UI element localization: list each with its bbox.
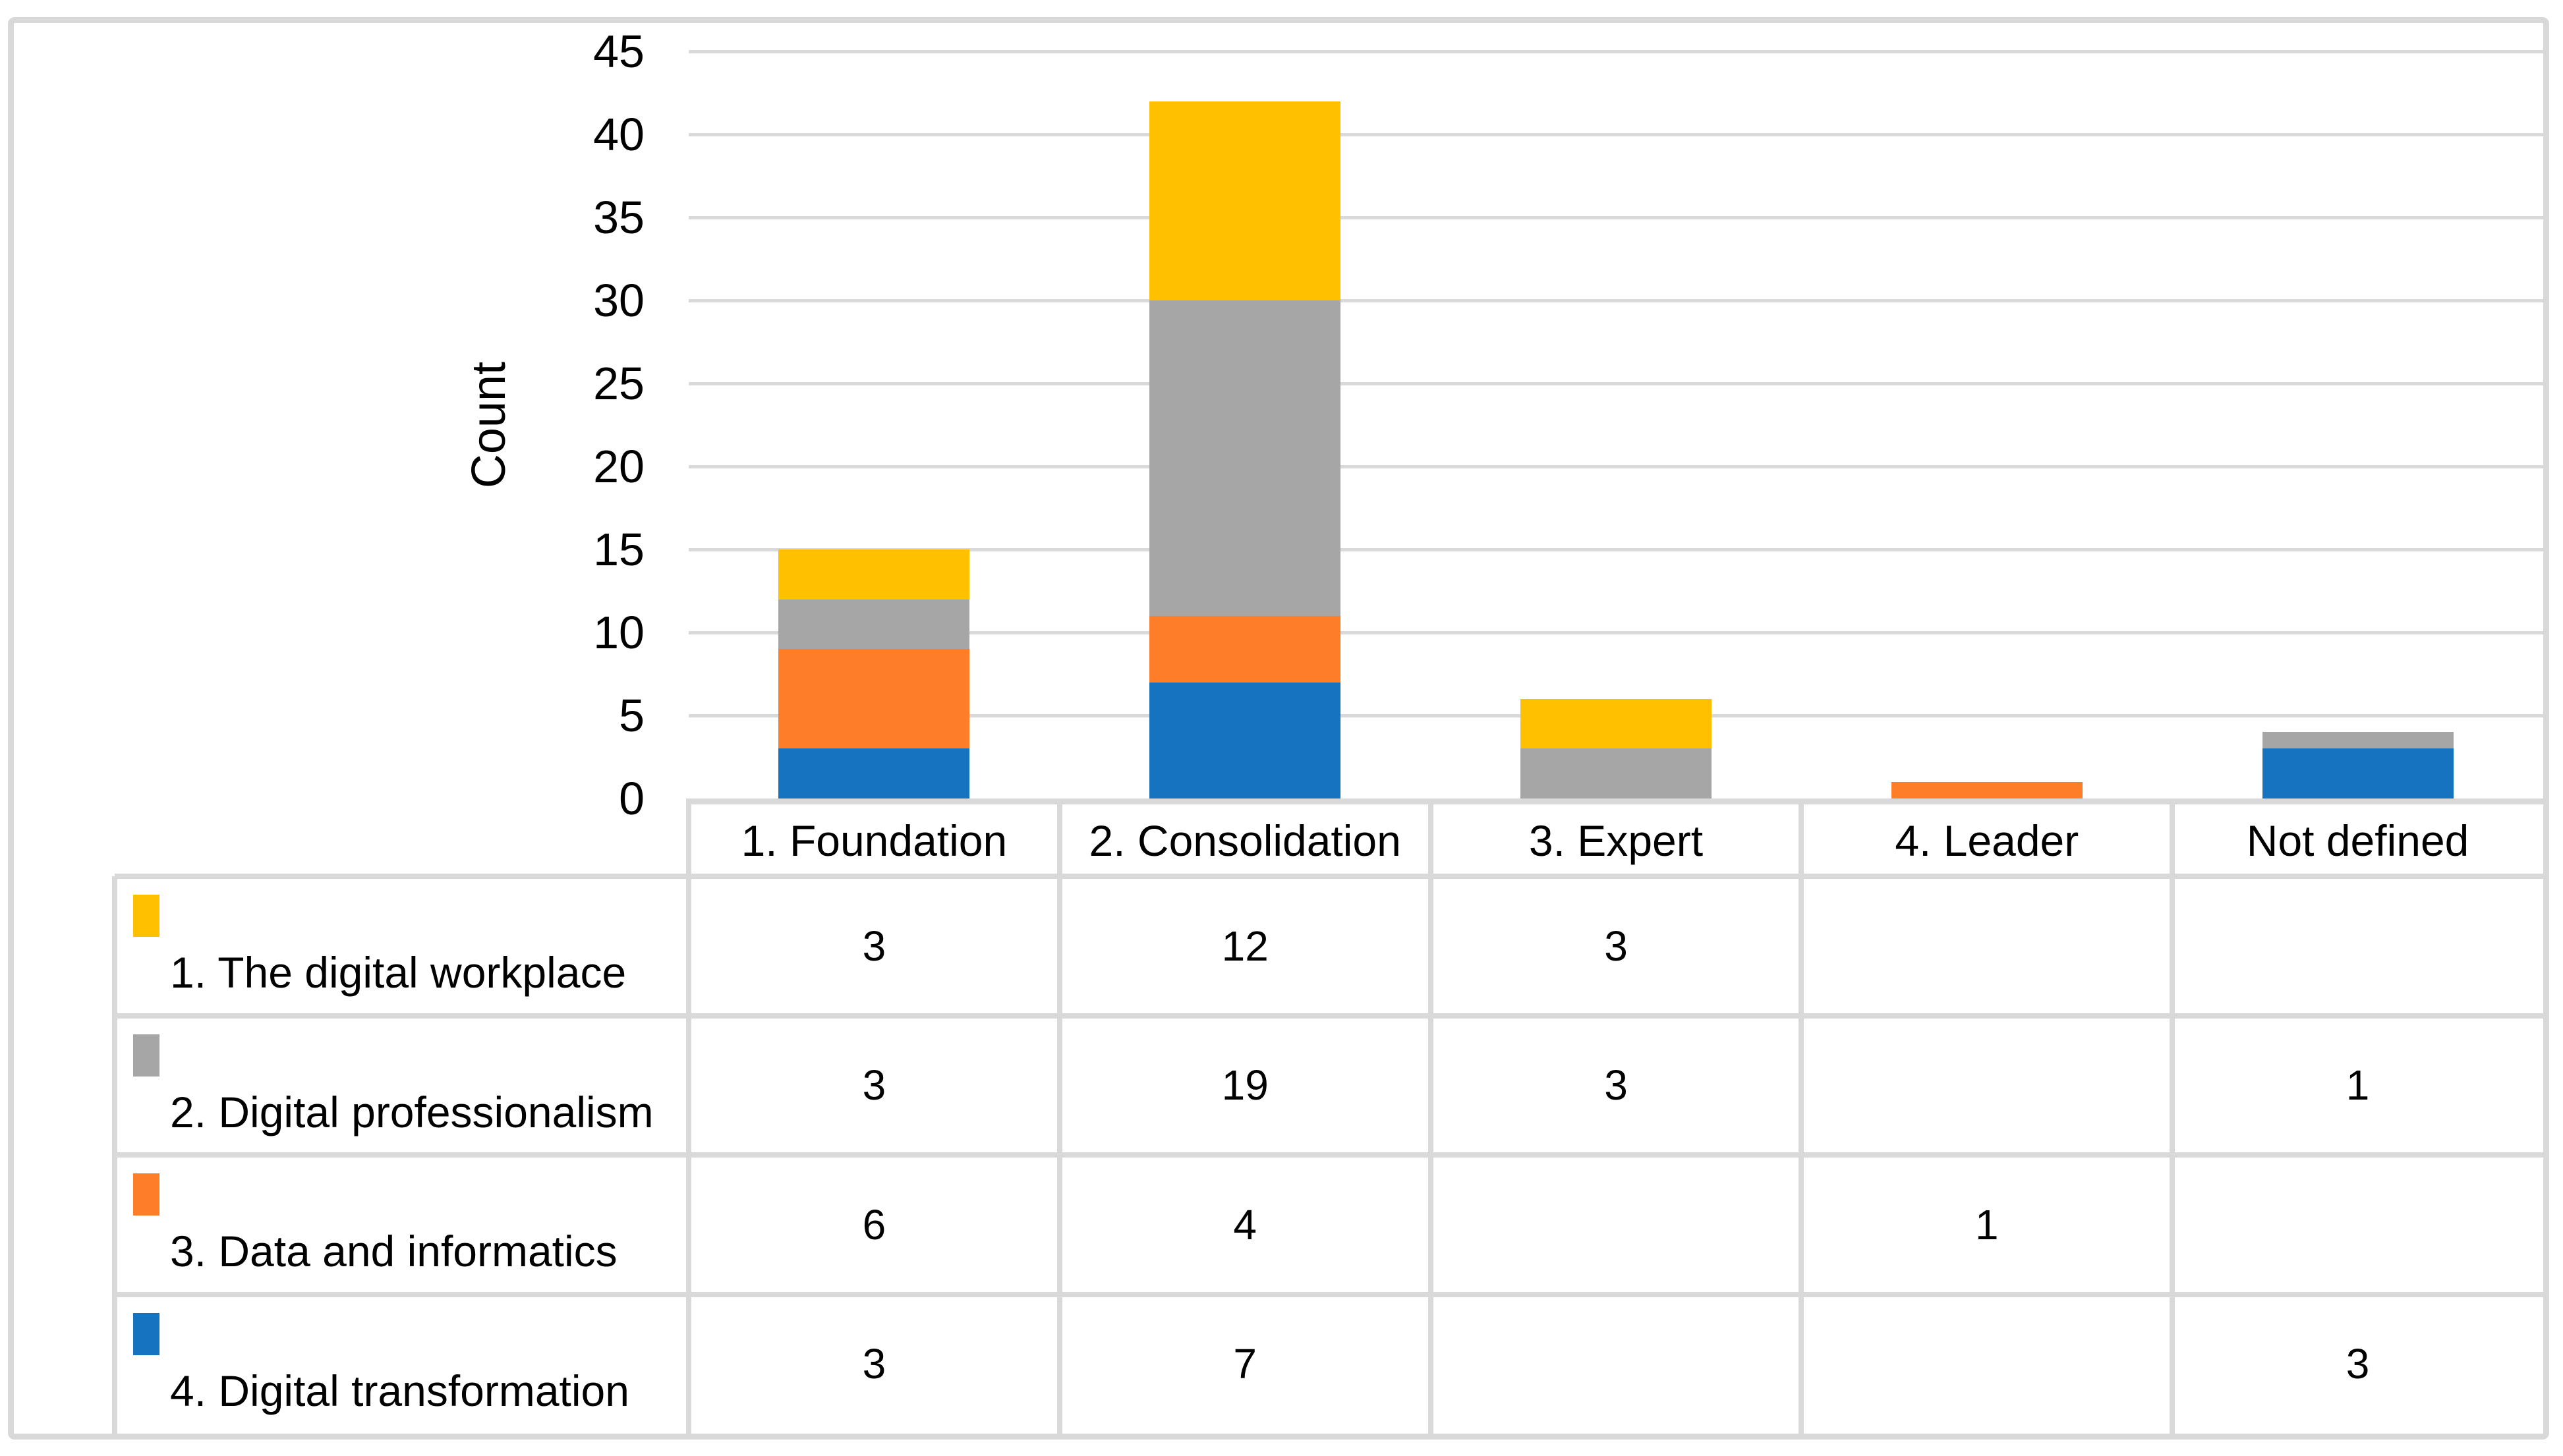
figure-border bbox=[8, 17, 2549, 1440]
table-left-border bbox=[112, 876, 117, 1434]
y-tick-label: 5 bbox=[619, 690, 645, 741]
value-cell: 3 bbox=[1604, 922, 1628, 970]
y-tick-label: 30 bbox=[593, 275, 645, 326]
table-column-border bbox=[686, 798, 691, 1434]
bar-segment bbox=[778, 748, 970, 798]
gridline bbox=[689, 631, 2543, 634]
gridline bbox=[689, 133, 2543, 136]
gridline bbox=[689, 299, 2543, 302]
y-tick-label: 35 bbox=[593, 192, 645, 243]
axis-baseline bbox=[689, 798, 2543, 804]
table-row-border bbox=[115, 1013, 2543, 1019]
bar-segment bbox=[1149, 682, 1341, 798]
legend-label: 3. Data and informatics bbox=[170, 1227, 618, 1275]
value-cell: 12 bbox=[1221, 922, 1269, 970]
value-cell: 4 bbox=[1233, 1200, 1257, 1248]
bar-segment bbox=[778, 599, 970, 650]
y-tick-label: 0 bbox=[619, 773, 645, 824]
value-cell: 6 bbox=[862, 1200, 886, 1248]
table-column-border bbox=[1427, 798, 1433, 1434]
value-cell: 19 bbox=[1221, 1061, 1269, 1109]
gridline bbox=[689, 465, 2543, 468]
bar-segment bbox=[1520, 748, 1712, 798]
y-tick-label: 25 bbox=[593, 358, 645, 409]
legend-label: 2. Digital professionalism bbox=[170, 1087, 654, 1136]
bar-segment bbox=[778, 549, 970, 600]
table-row-border bbox=[115, 1152, 2543, 1158]
gridline bbox=[689, 50, 2543, 53]
legend-swatch bbox=[133, 1034, 159, 1077]
bar-segment bbox=[1149, 615, 1341, 683]
gridline bbox=[689, 548, 2543, 551]
table-row-border bbox=[115, 874, 2543, 879]
y-tick-label: 45 bbox=[593, 26, 645, 77]
value-cell: 3 bbox=[862, 922, 886, 970]
value-cell: 3 bbox=[2346, 1340, 2370, 1388]
value-cell: 1 bbox=[1974, 1200, 1999, 1248]
value-cell: 3 bbox=[862, 1340, 886, 1388]
category-header-cell: 3. Expert bbox=[1528, 816, 1704, 865]
table-row-border bbox=[115, 1291, 2543, 1297]
gridline bbox=[689, 216, 2543, 219]
category-header-cell: 4. Leader bbox=[1895, 816, 2079, 865]
legend-swatch bbox=[133, 895, 159, 937]
bar-segment bbox=[1149, 101, 1341, 300]
value-cell: 3 bbox=[862, 1061, 886, 1109]
legend-label: 1. The digital workplace bbox=[170, 948, 627, 997]
table-column-border bbox=[1799, 798, 1804, 1434]
value-cell: 7 bbox=[1233, 1340, 1257, 1388]
category-header-cell: 1. Foundation bbox=[741, 816, 1008, 865]
y-tick-label: 20 bbox=[593, 441, 645, 492]
category-header-cell: Not defined bbox=[2246, 816, 2469, 865]
bar-segment bbox=[2262, 732, 2454, 749]
table-column-border bbox=[1056, 798, 1062, 1434]
table-column-border bbox=[2170, 798, 2175, 1434]
bar-segment bbox=[1891, 781, 2083, 798]
gridline bbox=[689, 382, 2543, 385]
bar-segment bbox=[1520, 698, 1712, 749]
y-tick-label: 40 bbox=[593, 109, 645, 160]
bar-segment bbox=[1149, 300, 1341, 616]
value-cell: 3 bbox=[1604, 1061, 1628, 1109]
category-header-cell: 2. Consolidation bbox=[1089, 816, 1401, 865]
legend-swatch bbox=[133, 1312, 159, 1355]
y-tick-label: 10 bbox=[593, 607, 645, 658]
y-tick-label: 15 bbox=[593, 524, 645, 575]
bar-segment bbox=[778, 649, 970, 749]
legend-swatch bbox=[133, 1173, 159, 1216]
value-cell: 1 bbox=[2346, 1061, 2370, 1109]
bar-segment bbox=[2262, 748, 2454, 798]
legend-label: 4. Digital transformation bbox=[170, 1366, 629, 1415]
